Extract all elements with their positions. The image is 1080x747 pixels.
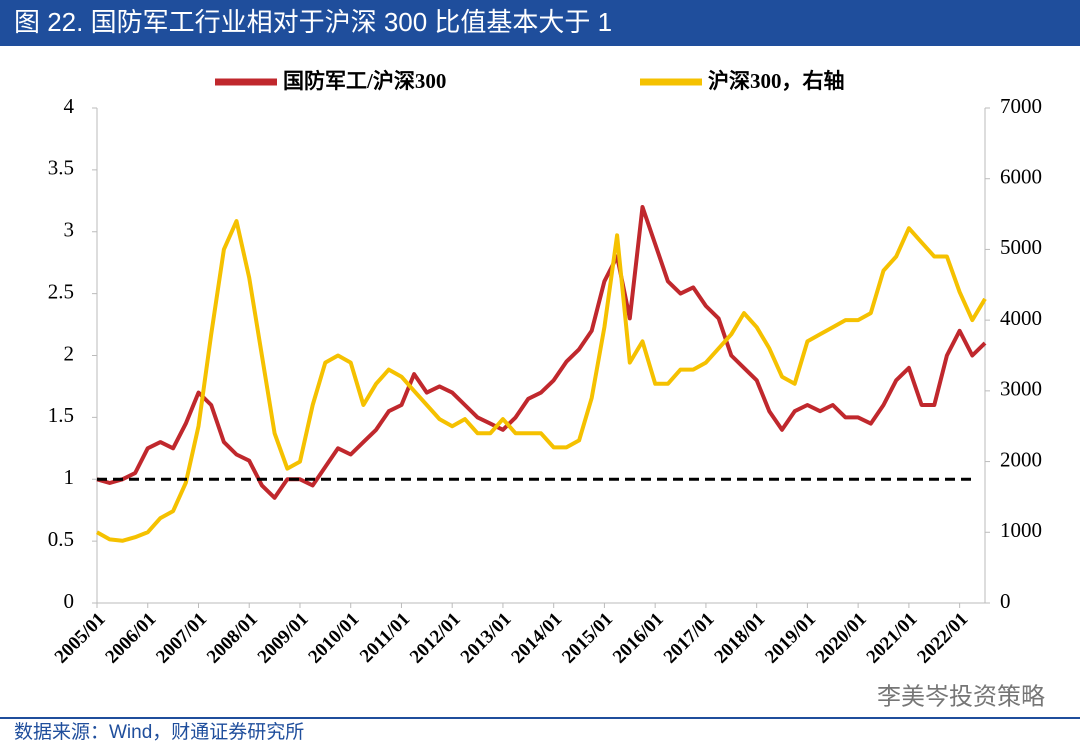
legend-label: 国防军工/沪深300 [283, 69, 446, 93]
x-tick-label: 2017/01 [660, 609, 719, 668]
y2-tick-label: 2000 [1000, 447, 1042, 471]
x-tick-label: 2015/01 [558, 609, 617, 668]
y2-tick-label: 5000 [1000, 235, 1042, 259]
y-tick-label: 1.5 [48, 403, 74, 427]
y2-tick-label: 6000 [1000, 165, 1042, 189]
x-tick-label: 2012/01 [406, 609, 465, 668]
x-tick-label: 2021/01 [863, 609, 922, 668]
x-tick-label: 2006/01 [101, 609, 160, 668]
x-tick-label: 2011/01 [356, 609, 414, 667]
y-tick-label: 1 [64, 465, 75, 489]
y-tick-label: 3 [64, 218, 75, 242]
series-line [96, 205, 987, 500]
y-tick-label: 2.5 [48, 279, 74, 303]
x-tick-label: 2019/01 [761, 609, 820, 668]
x-tick-label: 2010/01 [304, 609, 363, 668]
chart-title: 图 22. 国防军工行业相对于沪深 300 比值基本大于 1 [14, 7, 612, 37]
y2-tick-label: 4000 [1000, 306, 1042, 330]
y2-tick-label: 1000 [1000, 518, 1042, 542]
x-tick-label: 2020/01 [812, 609, 871, 668]
y2-tick-label: 0 [1000, 589, 1011, 613]
x-tick-label: 2018/01 [710, 609, 769, 668]
x-tick-label: 2005/01 [51, 609, 110, 668]
series-line [96, 219, 987, 543]
source: 数据来源：Wind，财通证券研究所 [14, 721, 304, 743]
y-tick-label: 0 [64, 589, 75, 613]
y2-tick-label: 7000 [1000, 94, 1042, 118]
title-bar [0, 0, 1080, 46]
y-tick-label: 3.5 [48, 156, 74, 180]
x-tick-label: 2022/01 [913, 609, 972, 668]
x-tick-label: 2014/01 [507, 609, 566, 668]
x-tick-label: 2008/01 [203, 609, 262, 668]
x-tick-label: 2009/01 [254, 609, 313, 668]
y-tick-label: 4 [64, 94, 75, 118]
y2-tick-label: 3000 [1000, 377, 1042, 401]
x-tick-label: 2013/01 [457, 609, 516, 668]
legend-label: 沪深300，右轴 [708, 69, 845, 93]
x-tick-label: 2016/01 [609, 609, 668, 668]
x-tick-label: 2007/01 [152, 609, 211, 668]
y-tick-label: 2 [64, 341, 75, 365]
y-tick-label: 0.5 [48, 527, 74, 551]
watermark: 李美岑投资策略 [877, 683, 1045, 710]
